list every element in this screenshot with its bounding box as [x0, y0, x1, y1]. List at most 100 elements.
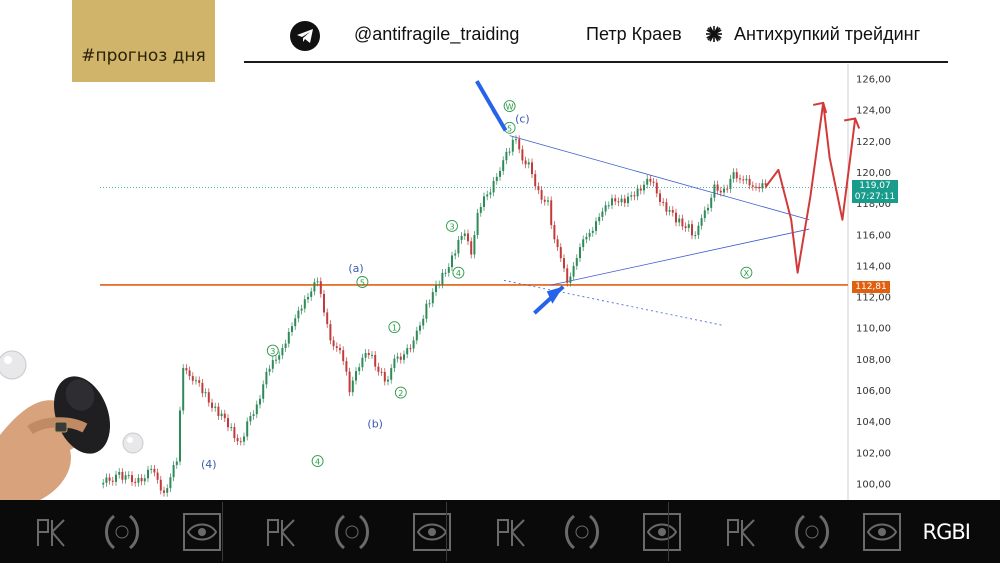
candle-body	[585, 236, 588, 240]
candles	[102, 135, 767, 497]
y-tick-label: 120,00	[856, 168, 891, 179]
candle-body	[169, 477, 172, 489]
y-tick-label: 108,00	[856, 355, 891, 366]
chart-canvas[interactable]: 126,00 124,00 122,00 120,00 118,00 116,00 114,…	[0, 64, 1000, 500]
project-name: Антихрупкий трейдинг	[734, 24, 921, 44]
candle-body	[556, 239, 559, 248]
candle-body	[329, 324, 332, 341]
candle-body	[431, 292, 434, 304]
candle-body	[723, 188, 725, 193]
candle-body	[127, 475, 130, 477]
price-chart[interactable]: 126,00 124,00 122,00 120,00 118,00 116,00 114,…	[0, 64, 1000, 500]
candle-body	[646, 178, 649, 185]
candle-body	[153, 468, 156, 473]
candle-body	[367, 353, 370, 355]
candle-body	[131, 475, 133, 482]
candle-body	[527, 162, 530, 165]
candle-body	[447, 267, 450, 273]
candle-body	[291, 326, 293, 332]
candle-body	[220, 413, 223, 417]
candle-body	[614, 198, 617, 202]
candle-body	[531, 162, 533, 175]
candle-body	[563, 258, 565, 269]
candle-body	[310, 291, 313, 297]
candle-body	[425, 303, 428, 319]
candle-body	[575, 258, 578, 266]
triangle-lower-line	[550, 228, 810, 286]
candle-body	[364, 353, 367, 358]
candle-body	[303, 299, 306, 309]
candle-body	[755, 186, 757, 188]
candle-body	[191, 376, 194, 381]
pointer-arrow-top-shaft	[475, 80, 508, 132]
candle-body	[515, 139, 517, 141]
candle-body	[319, 281, 322, 294]
candle-body	[710, 197, 713, 208]
candle-body	[675, 212, 677, 223]
candle-body	[188, 370, 191, 377]
candle-body	[201, 382, 204, 394]
header-divider	[244, 61, 948, 63]
candle-body	[441, 272, 444, 285]
candle-body	[524, 160, 527, 165]
candle-body	[204, 392, 207, 394]
eye-emblem-icon	[863, 513, 901, 551]
candle-body	[739, 178, 741, 180]
candle-body	[540, 190, 543, 200]
candle-body	[735, 172, 738, 179]
y-axis: 126,00 124,00 122,00 120,00 118,00 116,00 114,…	[847, 64, 891, 500]
candle-body	[620, 198, 623, 203]
candle-body	[380, 371, 383, 373]
wave-label: 5	[507, 124, 512, 133]
triangle-upper-line	[509, 135, 810, 221]
candle-body	[134, 481, 137, 483]
footer-separator	[222, 502, 223, 561]
candle-body	[246, 421, 249, 437]
candle-body	[745, 178, 748, 181]
candle-body	[284, 343, 287, 349]
candle-body	[147, 469, 149, 479]
telegram-handle[interactable]: @antifragile_traiding	[354, 24, 520, 44]
current-price-countdown: 07:27:11	[854, 192, 896, 202]
candle-body	[694, 235, 697, 237]
forecast-path	[764, 101, 861, 274]
pointer-arrow-bottom	[546, 286, 564, 304]
wave-label: (c)	[515, 113, 530, 126]
candle-body	[451, 255, 453, 268]
candle-body	[611, 198, 613, 206]
candle-body	[467, 233, 469, 242]
candle-body	[569, 276, 572, 283]
candle-body	[217, 406, 220, 417]
y-tick-label: 112,00	[856, 293, 891, 304]
candle-body	[278, 355, 281, 360]
candle-body	[339, 347, 341, 351]
candle-body	[511, 139, 514, 152]
forecast-line-1	[764, 102, 825, 274]
candle-body	[281, 348, 284, 356]
candle-body	[505, 151, 508, 161]
telegram-icon[interactable]	[290, 21, 320, 51]
candle-body	[483, 196, 485, 207]
candle-body	[371, 354, 373, 356]
wave-label: 5	[360, 279, 365, 288]
candle-body	[700, 218, 703, 226]
candle-body	[422, 318, 425, 326]
candle-body	[697, 225, 700, 236]
candle-body	[355, 371, 357, 381]
candle-body	[156, 472, 159, 480]
candle-body	[502, 160, 505, 172]
candle-body	[409, 348, 412, 350]
candle-body	[166, 488, 169, 493]
candle-body	[595, 221, 597, 231]
candle-body	[124, 475, 127, 480]
laurel-wreath-icon	[565, 514, 599, 550]
candle-body	[383, 371, 386, 382]
candle-body	[473, 235, 476, 255]
candle-body	[486, 194, 489, 197]
y-tick-label: 116,00	[856, 230, 891, 241]
candle-body	[547, 200, 549, 202]
candle-body	[684, 226, 687, 229]
candle-body	[399, 356, 402, 360]
candle-body	[499, 171, 501, 177]
